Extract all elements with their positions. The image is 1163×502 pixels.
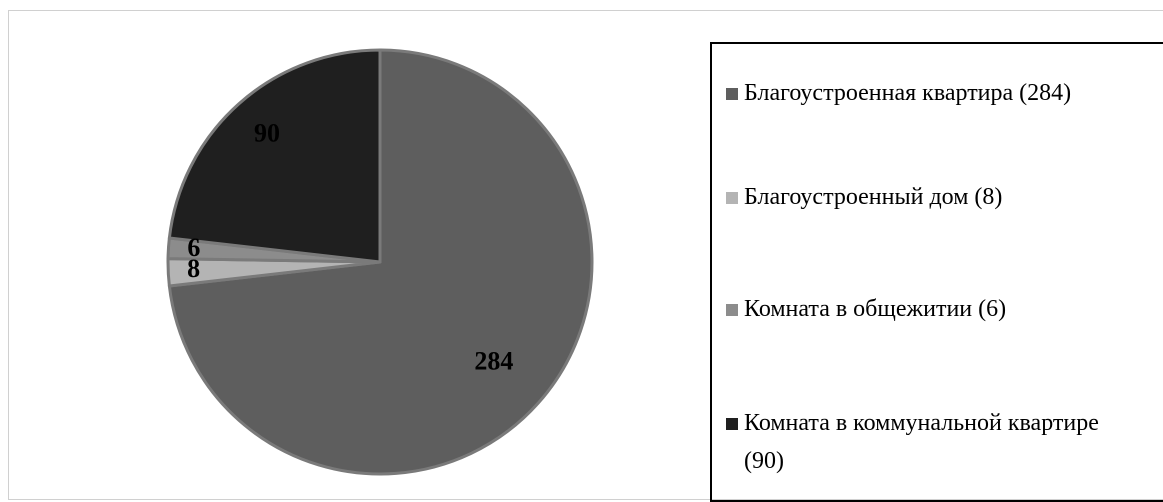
- data-label: 8: [187, 254, 200, 283]
- chart: 284 86 90: [166, 48, 594, 476]
- legend-label: Благоустроенная квартира (284): [744, 80, 1072, 106]
- legend-entry: Благоустроенная квартира (284): [726, 74, 1146, 112]
- legend-entry: Комната в коммунальной квартире (90): [726, 404, 1146, 480]
- legend-label: Благоустроенный дом (8): [744, 184, 1003, 210]
- legend: Благоустроенная квартира (284) Благоустро…: [710, 42, 1163, 502]
- data-label: 90: [254, 118, 280, 147]
- legend-label: Комната в коммунальной квартире (90): [744, 410, 1099, 474]
- legend-swatch: [726, 418, 738, 430]
- page: 284 8 6 90 Благоустроенная квартира (284) Бл…: [8, 10, 1163, 502]
- legend-label: Комната в общежитии (6): [744, 296, 1007, 322]
- legend-swatch: [726, 192, 738, 204]
- pie-slice: [167, 48, 382, 264]
- legend-entry: Комната в общежитии (6): [726, 290, 1146, 328]
- legend-swatch: [726, 304, 738, 316]
- data-label: 284: [474, 347, 513, 376]
- legend-swatch: [726, 88, 738, 100]
- data-label: 6: [187, 233, 200, 262]
- legend-entry: Благоустроенный дом (8): [726, 178, 1146, 216]
